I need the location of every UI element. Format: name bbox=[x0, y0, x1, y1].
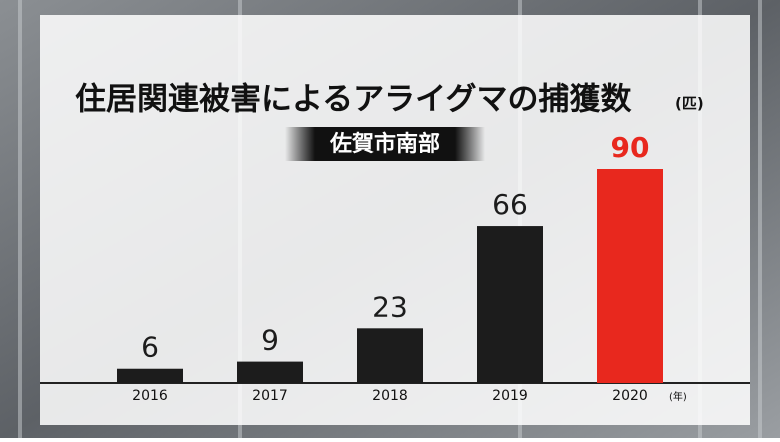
subtitle: 佐賀市南部 bbox=[329, 131, 440, 157]
value-label: 23 bbox=[372, 290, 408, 323]
bar bbox=[357, 328, 423, 383]
x-tick-label: 2017 bbox=[252, 388, 288, 404]
subtitle-box bbox=[285, 127, 485, 161]
value-label: 6 bbox=[141, 331, 159, 364]
bar bbox=[117, 368, 183, 383]
bar bbox=[477, 226, 543, 383]
bar bbox=[597, 169, 663, 383]
chart-title: 住居関連被害によるアライグマの捕獲数 bbox=[75, 82, 631, 118]
x-tick-label: 2020 bbox=[612, 388, 648, 404]
value-label: 9 bbox=[261, 324, 279, 357]
x-tick-label: 2019 bbox=[492, 388, 528, 404]
value-label: 90 bbox=[611, 131, 650, 164]
x-tick-label: 2018 bbox=[372, 388, 408, 404]
y-unit: (匹) bbox=[675, 95, 704, 113]
x-tick-label: 2016 bbox=[132, 388, 168, 404]
value-label: 66 bbox=[492, 188, 528, 221]
bar bbox=[237, 361, 303, 383]
x-unit: (年) bbox=[669, 390, 687, 403]
